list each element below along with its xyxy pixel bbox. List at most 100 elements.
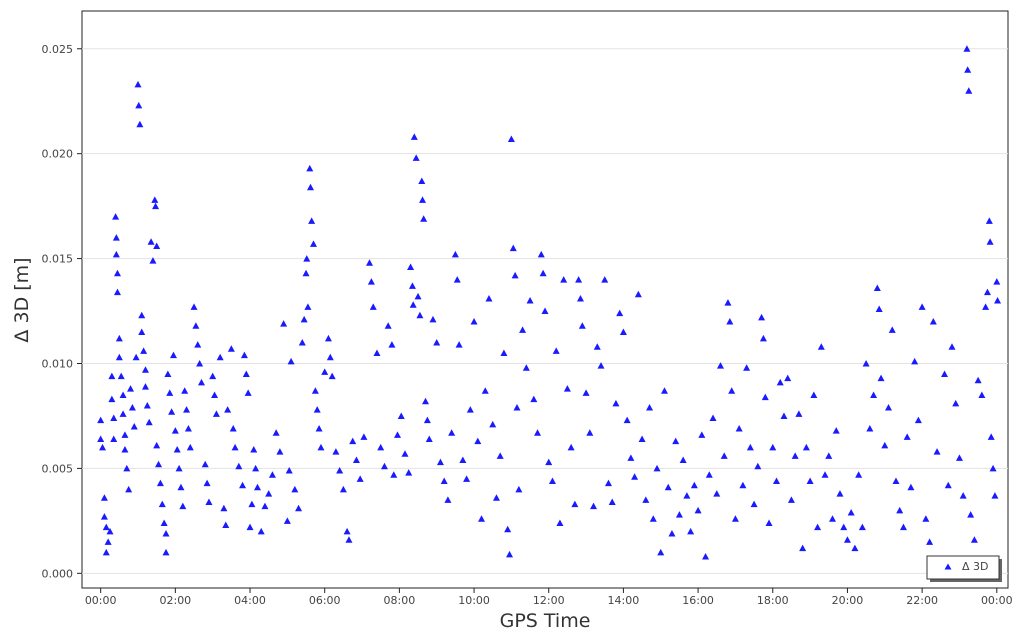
data-point <box>169 351 177 359</box>
data-point <box>429 315 437 323</box>
data-point <box>875 305 883 312</box>
data-point <box>433 339 441 346</box>
data-point <box>280 320 288 327</box>
data-point <box>590 502 598 510</box>
data-point <box>892 477 900 484</box>
data-point <box>352 456 360 464</box>
data-point <box>134 80 142 88</box>
data-point <box>922 515 930 522</box>
data-point <box>821 471 829 478</box>
x-tick-label: 14:00 <box>608 594 640 607</box>
data-point <box>112 234 120 241</box>
data-point <box>862 359 870 367</box>
data-point <box>765 519 773 526</box>
data-point <box>485 294 493 302</box>
x-axis-ticks: 00:00 02:00 04:00 06:00 08:00 10:00 12:00 14:00… <box>85 588 1013 607</box>
data-point <box>349 437 357 445</box>
data-point <box>952 399 960 407</box>
data-point <box>545 458 553 466</box>
data-point <box>873 284 881 291</box>
data-point <box>965 87 973 94</box>
data-point <box>993 278 1001 285</box>
data-point <box>627 454 635 461</box>
data-point <box>970 536 978 543</box>
data-point <box>205 498 213 505</box>
data-point <box>858 523 866 531</box>
data-point <box>407 263 415 270</box>
data-point <box>735 425 743 432</box>
data-point <box>702 553 710 560</box>
data-point <box>986 238 994 245</box>
data-point <box>694 506 702 514</box>
data-point <box>420 215 428 222</box>
data-point <box>156 479 164 487</box>
data-point <box>444 496 452 503</box>
data-point <box>509 244 517 252</box>
data-point <box>515 485 523 493</box>
data-point <box>567 443 575 451</box>
x-tick-label: 06:00 <box>309 594 341 607</box>
y-tick-label: 0.020 <box>42 148 74 161</box>
data-point <box>478 515 486 522</box>
data-point <box>152 202 160 210</box>
data-point <box>315 425 323 432</box>
data-point <box>425 435 433 443</box>
data-point <box>125 485 133 493</box>
data-point <box>196 359 204 367</box>
data-point <box>141 366 149 373</box>
data-point <box>377 443 385 451</box>
data-point <box>253 483 261 491</box>
data-point <box>530 395 538 403</box>
data-point <box>716 362 724 369</box>
data-point <box>571 500 579 508</box>
data-point <box>343 527 351 535</box>
data-point <box>369 303 377 310</box>
data-point <box>877 374 885 382</box>
data-point <box>576 294 584 302</box>
data-point <box>791 452 799 459</box>
data-point <box>500 349 508 357</box>
data-point <box>534 429 542 436</box>
legend-box <box>926 555 1000 580</box>
data-point <box>885 404 893 411</box>
data-point <box>304 303 312 310</box>
data-point <box>181 387 189 394</box>
data-point <box>817 343 825 350</box>
data-point <box>248 500 256 508</box>
data-point <box>840 523 848 531</box>
data-point <box>926 538 934 545</box>
data-point <box>153 242 161 249</box>
data-point <box>141 383 149 390</box>
data-point <box>235 462 243 470</box>
data-point <box>638 435 646 443</box>
data-point <box>537 250 545 258</box>
data-point <box>151 196 159 203</box>
x-tick-label: 10:00 <box>458 594 490 607</box>
data-point <box>453 276 461 283</box>
data-point <box>806 477 814 484</box>
data-point <box>138 328 146 336</box>
data-point <box>216 353 224 361</box>
data-point <box>212 410 220 417</box>
data-point <box>173 446 181 453</box>
data-point <box>784 374 792 382</box>
data-point <box>140 347 148 354</box>
data-point <box>321 368 329 375</box>
data-point <box>190 303 198 310</box>
x-tick-label: 18:00 <box>757 594 789 607</box>
data-point <box>612 399 620 407</box>
x-tick-label: 00:00 <box>981 594 1013 607</box>
data-point <box>795 410 803 417</box>
data-point <box>911 357 919 365</box>
data-point <box>242 370 250 377</box>
plot-area <box>81 10 1009 589</box>
data-point <box>761 393 769 401</box>
legend-marker-icon <box>944 563 952 570</box>
data-point <box>99 443 107 451</box>
data-point <box>713 490 721 497</box>
data-point <box>409 301 417 308</box>
data-point <box>158 500 166 508</box>
data-point <box>186 443 194 451</box>
data-point <box>360 433 368 440</box>
data-point <box>298 339 306 346</box>
